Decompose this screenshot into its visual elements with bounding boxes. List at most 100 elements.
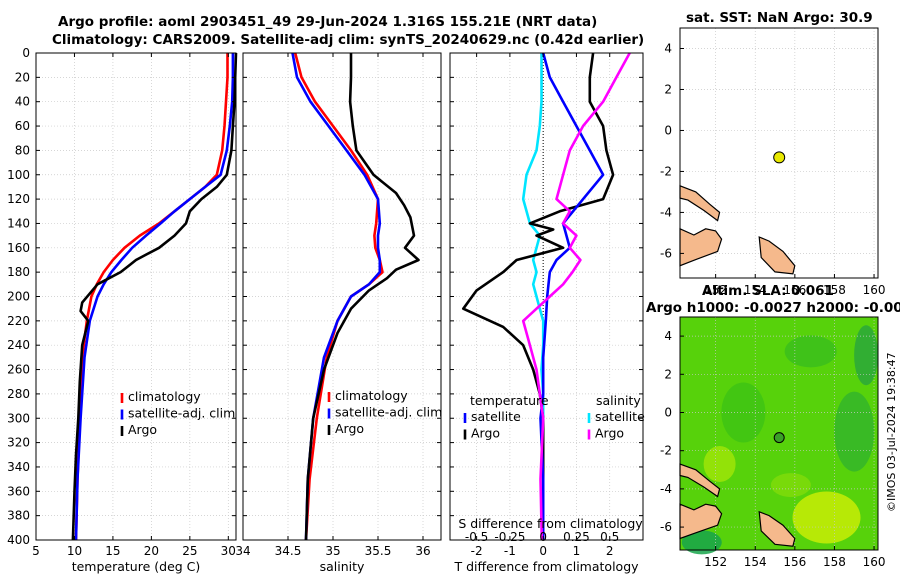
sst-map-landmass: [758, 236, 796, 275]
sst-map-ytick-label: -6: [660, 246, 672, 260]
sst-map-xtick-label: 160: [863, 283, 886, 297]
temperature-profile-ytick-label: 220: [7, 314, 30, 328]
temperature-profile-xtick-label: 25: [182, 544, 197, 558]
sla-map-anomaly-patch: [681, 530, 722, 555]
sla-map-frame: [679, 316, 879, 551]
sla-map-anomaly-patch: [792, 491, 861, 544]
difference-legend-label: satellite: [471, 409, 521, 424]
salinity-profile-series-argo: [304, 53, 420, 541]
salinity-profile-xtick-label: 34.5: [275, 544, 302, 558]
sst-map-xtick-label: 154: [744, 283, 767, 297]
difference-profile-x2label: S difference from climatology: [458, 516, 643, 531]
sst-map-xtick-label: 158: [823, 283, 846, 297]
difference-profile-xtick-label: -2: [471, 544, 483, 558]
figure-title-line2: Climatology: CARS2009. Satellite-adj cli…: [52, 32, 645, 48]
difference-profile-series-salinity-argo: [521, 52, 631, 541]
salinity-profile-xtick-label: 34: [235, 544, 250, 558]
temperature-profile-ytick-label: 120: [7, 192, 30, 206]
temperature-profile-ytick-label: 260: [7, 363, 30, 377]
temperature-profile-ytick-label: 200: [7, 290, 30, 304]
sla-map-xtick-label: 154: [744, 555, 767, 569]
temperature-profile-series-satellite-adj-clim: [74, 53, 235, 541]
difference-profile-x2tick-label: 0: [539, 530, 547, 544]
figure-title-line1: Argo profile: aoml 2903451_49 29-Jun-202…: [58, 14, 598, 30]
sst-map-ytick-label: 4: [664, 41, 672, 55]
sla-map-anomaly-patch: [770, 473, 811, 498]
sla-map-xtick-label: 156: [783, 555, 806, 569]
temperature-profile-ytick-label: 340: [7, 460, 30, 474]
difference-legend-label: satellite: [595, 409, 645, 424]
sla-map-anomaly-patch: [784, 335, 837, 368]
sla-map-anomaly-patch: [854, 325, 879, 386]
temperature-profile-xtick-label: 10: [67, 544, 82, 558]
temperature-profile-ytick-label: 300: [7, 411, 30, 425]
sst-map-ytick-label: 0: [664, 123, 672, 137]
sla-map-anomaly-patch: [703, 446, 736, 483]
difference-profile-x2tick-label: 0.5: [600, 530, 619, 544]
temperature-profile-xtick-label: 30: [221, 544, 236, 558]
temperature-profile-legend-label: satellite-adj. clim: [128, 406, 235, 421]
sla-map-anomaly-patch: [834, 391, 875, 472]
temperature-profile-ytick-label: 140: [7, 216, 30, 230]
sla-map-landmass: [679, 463, 721, 498]
salinity-profile-legend-label: climatology: [335, 388, 408, 403]
temperature-profile-ytick-label: 160: [7, 241, 30, 255]
sla-map-ytick-label: 2: [664, 367, 672, 381]
sla-map-xtick-label: 152: [704, 555, 727, 569]
difference-profile-xlabel: T difference from climatology: [453, 559, 639, 574]
temperature-profile-ytick-label: 180: [7, 265, 30, 279]
difference-profile-xtick-label: -1: [504, 544, 516, 558]
salinity-profile-series-satellite-adj-clim: [291, 52, 382, 541]
temperature-profile-ytick-label: 280: [7, 387, 30, 401]
temperature-profile-series-argo: [71, 52, 238, 541]
difference-profile-x2tick-label: -0.5: [465, 530, 488, 544]
salinity-profile-series-climatology: [293, 52, 384, 541]
sla-map-landmass: [679, 503, 723, 540]
sla-map-xtick-label: 158: [823, 555, 846, 569]
difference-legend-title-temperature: temperature: [470, 393, 549, 408]
sst-map-xtick-label: 156: [783, 283, 806, 297]
temperature-profile-ytick-label: 20: [15, 70, 30, 84]
temperature-profile-legend-label: climatology: [128, 389, 201, 404]
temperature-profile-ytick-label: 320: [7, 436, 30, 450]
temperature-profile-xtick-label: 20: [144, 544, 159, 558]
sla-map-landmass: [758, 510, 796, 547]
difference-profile-series-temperature-argo: [461, 52, 615, 540]
sla-map-ytick-label: -4: [660, 482, 672, 496]
temperature-profile-ytick-label: 0: [22, 46, 30, 60]
sst-map-ytick-label: -2: [660, 164, 672, 178]
temperature-profile-series-climatology: [74, 53, 229, 541]
difference-legend-title-salinity: salinity: [596, 393, 641, 408]
sla-map-ytick-label: -2: [660, 444, 672, 458]
temperature-profile-ytick-label: 40: [15, 95, 30, 109]
temperature-profile-xtick-label: 15: [105, 544, 120, 558]
difference-profile-x2tick-label: 0.25: [563, 530, 590, 544]
temperature-profile-legend-label: Argo: [128, 422, 157, 437]
salinity-profile-xtick-label: 36: [415, 544, 430, 558]
sst-map-ytick-label: 2: [664, 82, 672, 96]
sst-map-frame: [679, 27, 879, 279]
sla-map-argo-float-marker: [773, 432, 785, 444]
sla-map-title: Altim. SLA: 0.061: [702, 283, 834, 299]
difference-legend-label: Argo: [595, 426, 624, 441]
salinity-profile-xlabel: salinity: [320, 559, 365, 574]
sla-map-ytick-label: -6: [660, 520, 672, 534]
salinity-profile-xtick-label: 35.5: [365, 544, 392, 558]
salinity-profile-legend-label: Argo: [335, 421, 364, 436]
sla-map-ytick-label: 4: [664, 329, 672, 343]
sst-map-ytick-label: -4: [660, 205, 672, 219]
temperature-profile-ytick-label: 100: [7, 168, 30, 182]
difference-legend-label: Argo: [471, 426, 500, 441]
sst-map-landmass: [679, 227, 723, 267]
temperature-profile-xlabel: temperature (deg C): [72, 559, 201, 574]
sst-map-landmass: [679, 184, 721, 222]
sla-map-ytick-label: 0: [664, 405, 672, 419]
difference-profile-xtick-label: 1: [573, 544, 581, 558]
difference-profile-xtick-label: 0: [539, 544, 547, 558]
difference-profile-xtick-label: 2: [606, 544, 614, 558]
temperature-profile-ytick-label: 360: [7, 484, 30, 498]
difference-profile-x2tick-label: -0.25: [494, 530, 525, 544]
difference-profile-series-salinity-satellite: [539, 52, 605, 540]
temperature-profile-ytick-label: 240: [7, 338, 30, 352]
